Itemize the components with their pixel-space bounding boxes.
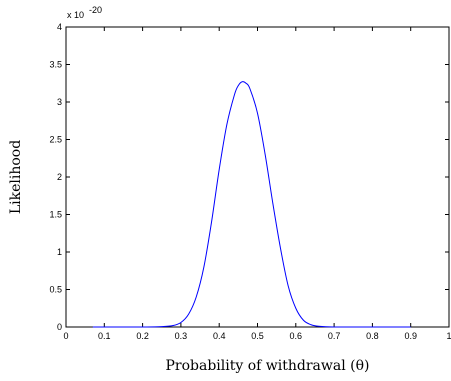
y-tick-label: 0.5 bbox=[49, 285, 62, 295]
x-tick-label: 1 bbox=[446, 331, 451, 341]
x-tick-label: 0.2 bbox=[136, 331, 149, 341]
y-tick-label: 3 bbox=[57, 97, 62, 107]
y-tick-label: 1 bbox=[57, 247, 62, 257]
y-tick-labels: 0 0.5 1 1.5 2 2.5 3 3.5 4 bbox=[49, 22, 62, 332]
x-tick-label: 0.7 bbox=[328, 331, 341, 341]
x-tick-label: 0.6 bbox=[290, 331, 303, 341]
y-axis-title: Likelihood bbox=[8, 140, 24, 214]
y-tick-label: 1.5 bbox=[49, 210, 62, 220]
x-tick-label: 0.9 bbox=[404, 331, 417, 341]
x-tick-label: 0.8 bbox=[366, 331, 379, 341]
plot-area bbox=[65, 26, 450, 328]
likelihood-curve bbox=[92, 81, 411, 328]
y-tick-label: 0 bbox=[57, 322, 62, 332]
y-tick-label: 4 bbox=[57, 22, 62, 32]
x-axis-title: Probability of withdrawal (θ) bbox=[165, 358, 369, 374]
x-tick-label: 0 bbox=[63, 331, 68, 341]
x-tick-label: 0.5 bbox=[251, 331, 264, 341]
y-tick-label: 3.5 bbox=[49, 60, 62, 70]
y-axis-exponent: -20 bbox=[89, 5, 102, 15]
y-tick-label: 2 bbox=[57, 172, 62, 182]
y-axis-multiplier: x 10 bbox=[67, 10, 84, 20]
x-tick-label: 0.3 bbox=[175, 331, 188, 341]
axis-ticks bbox=[65, 26, 450, 328]
x-tick-label: 0.1 bbox=[98, 331, 111, 341]
y-tick-label: 2.5 bbox=[49, 135, 62, 145]
x-tick-label: 0.4 bbox=[213, 331, 226, 341]
x-tick-labels: 0 0.1 0.2 0.3 0.4 0.5 0.6 0.7 0.8 0.9 1 bbox=[63, 331, 451, 341]
